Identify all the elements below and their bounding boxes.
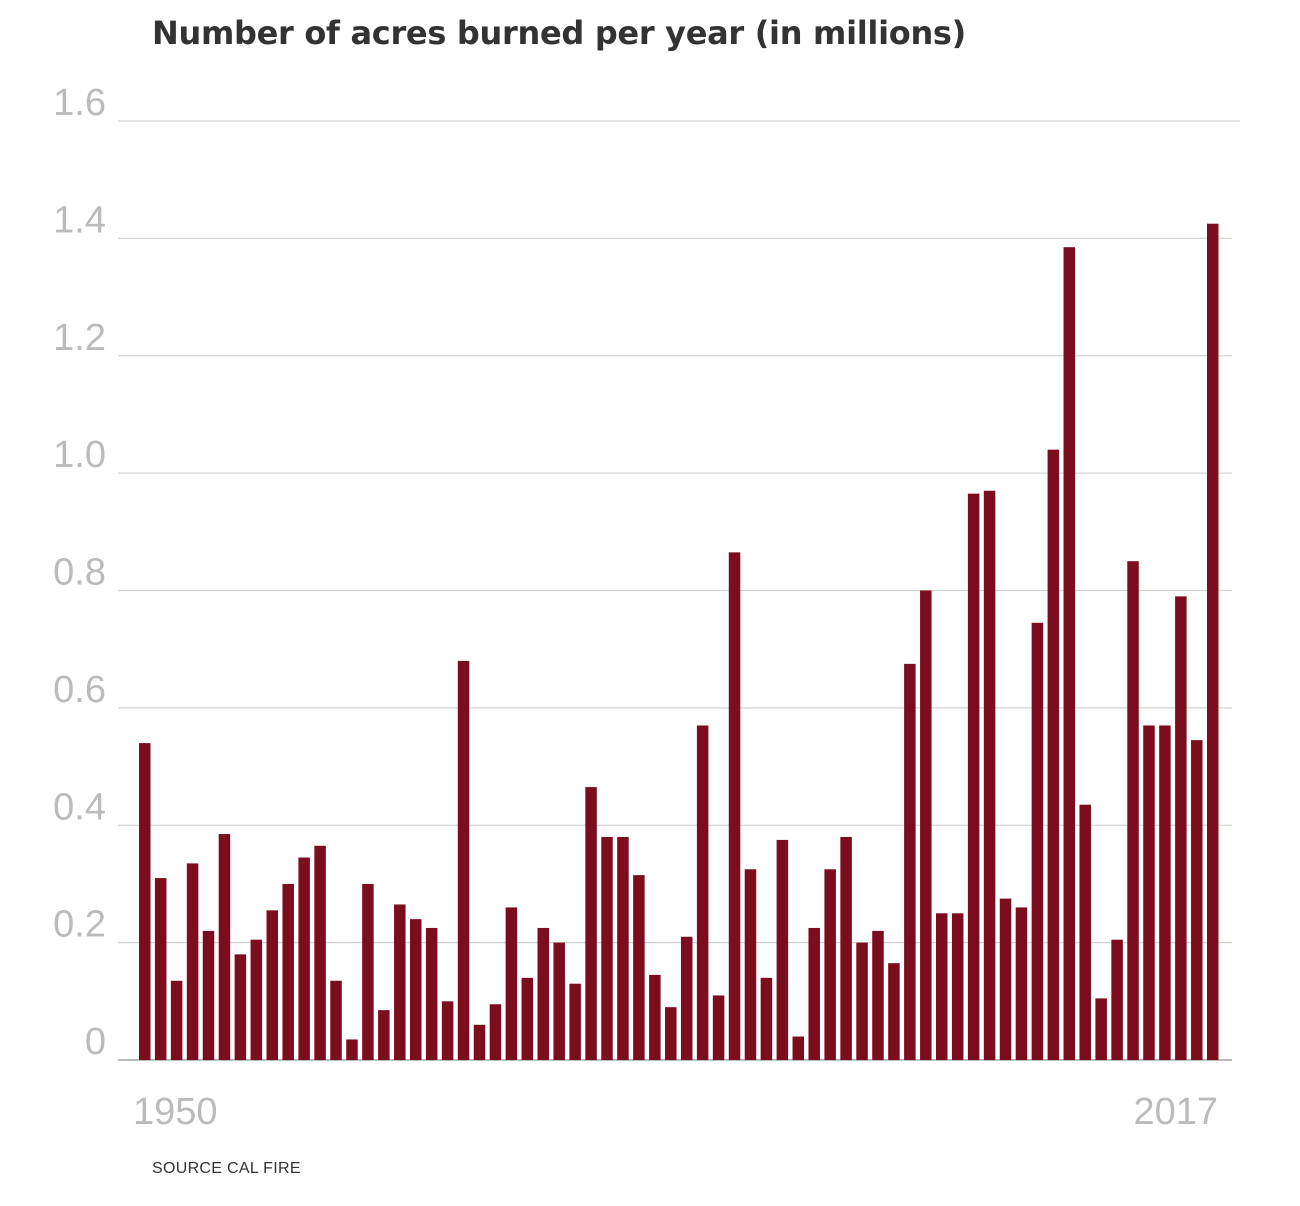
bar xyxy=(776,839,789,1060)
bar xyxy=(967,493,980,1060)
bar xyxy=(1015,907,1028,1060)
bar xyxy=(170,980,183,1060)
bar xyxy=(1175,596,1187,1060)
bar xyxy=(904,663,916,1060)
y-tick-label: 0 xyxy=(85,1021,106,1063)
bar xyxy=(457,660,470,1060)
bar xyxy=(186,863,199,1060)
bar xyxy=(617,836,629,1060)
bar xyxy=(1079,804,1091,1060)
bar xyxy=(1159,725,1171,1060)
bar xyxy=(601,836,613,1060)
bar xyxy=(920,590,932,1060)
source-note: SOURCE CAL FIRE xyxy=(152,1160,301,1177)
bar xyxy=(696,725,709,1060)
bar xyxy=(649,974,661,1060)
y-tick-label: 0.8 xyxy=(53,552,106,594)
bar xyxy=(1111,939,1123,1060)
bar xyxy=(314,845,326,1060)
bar xyxy=(824,869,836,1060)
bar xyxy=(218,834,231,1060)
bar xyxy=(1031,622,1044,1060)
x-axis-label-last: 2017 xyxy=(1133,1091,1218,1133)
bar xyxy=(1206,223,1219,1060)
bar xyxy=(1095,998,1107,1060)
bar xyxy=(473,1024,486,1060)
bar xyxy=(872,930,884,1060)
bar xyxy=(840,836,852,1060)
bar xyxy=(792,1036,805,1060)
bar xyxy=(250,939,263,1060)
bar xyxy=(362,883,374,1060)
y-tick-label: 1.0 xyxy=(53,434,106,476)
y-tick-label: 0.6 xyxy=(53,669,106,711)
bar xyxy=(1191,740,1203,1060)
bar xyxy=(139,743,151,1060)
bar xyxy=(234,954,247,1060)
bar xyxy=(154,878,167,1060)
bar xyxy=(585,787,597,1060)
bar xyxy=(266,910,279,1060)
bar xyxy=(330,980,342,1060)
bar xyxy=(1143,725,1155,1060)
bar xyxy=(1127,561,1139,1060)
bar xyxy=(999,898,1012,1060)
bar xyxy=(728,552,741,1060)
bar xyxy=(808,927,820,1060)
bar xyxy=(441,1001,454,1060)
bar xyxy=(983,490,996,1061)
bar xyxy=(760,977,773,1060)
bar xyxy=(282,883,294,1060)
bar xyxy=(298,857,310,1060)
bar xyxy=(489,1004,502,1060)
y-axis-ticks: 0 0.2 0.4 0.6 0.8 1.0 1.2 1.4 1.6 xyxy=(53,82,106,1063)
bar xyxy=(936,913,948,1060)
bar xyxy=(394,904,406,1060)
y-tick-label: 0.2 xyxy=(53,904,106,946)
bar xyxy=(346,1039,358,1060)
x-axis: 1950 2017 xyxy=(133,1091,1218,1133)
bars xyxy=(139,223,1219,1061)
bar xyxy=(888,963,900,1060)
y-tick-label: 1.2 xyxy=(53,317,106,359)
bar xyxy=(680,936,693,1060)
y-tick-label: 1.4 xyxy=(53,199,106,241)
bar xyxy=(633,875,645,1060)
bar xyxy=(537,927,549,1060)
bar xyxy=(1047,449,1060,1060)
bar xyxy=(1063,247,1076,1060)
bar xyxy=(569,983,581,1060)
bar xyxy=(409,919,422,1060)
bar xyxy=(378,1010,390,1060)
chart-title: Number of acres burned per year (in mill… xyxy=(152,14,967,52)
bar xyxy=(505,907,518,1060)
bar xyxy=(425,927,438,1060)
bar xyxy=(712,995,725,1060)
y-tick-label: 0.4 xyxy=(53,786,106,828)
bar xyxy=(553,942,565,1061)
bar xyxy=(951,913,964,1060)
bar xyxy=(521,977,534,1060)
bar xyxy=(744,869,757,1060)
bar xyxy=(202,930,215,1060)
y-tick-label: 1.6 xyxy=(53,82,106,124)
x-axis-label-first: 1950 xyxy=(133,1091,218,1133)
bar xyxy=(665,1007,677,1060)
bar xyxy=(856,942,868,1061)
